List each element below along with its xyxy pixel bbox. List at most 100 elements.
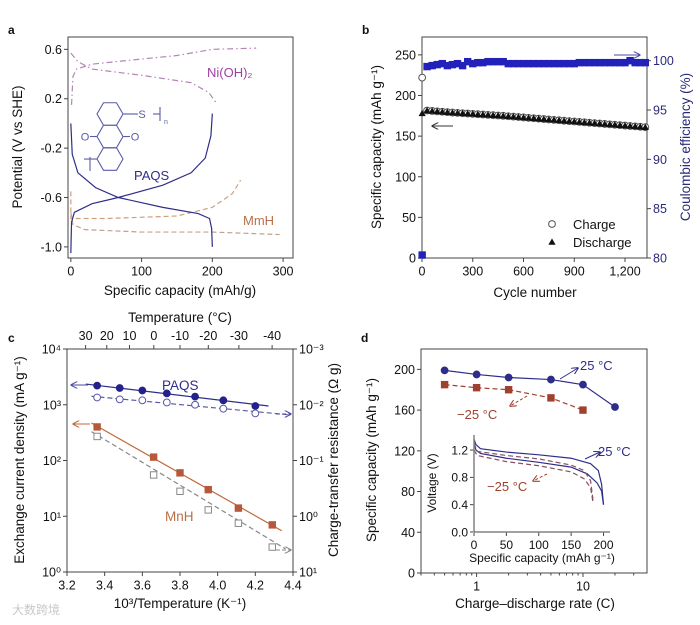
x-axis-title: Cycle number [493, 285, 577, 300]
y-tick-label: 40 [401, 526, 415, 540]
data-point [641, 58, 650, 67]
y2-tick-label: 85 [653, 202, 667, 216]
y2-tick-label: 10¹ [299, 566, 317, 580]
y-tick-label: -0.2 [40, 142, 62, 156]
x-tick-label: 3.4 [96, 579, 113, 593]
paqs-structure-icon [84, 102, 161, 171]
y-tick-label: 50 [402, 211, 416, 225]
data-point [93, 432, 101, 441]
x-tick-label: 3.6 [134, 579, 151, 593]
data-point [580, 118, 589, 126]
y-tick-label: 10³ [43, 398, 61, 412]
y-tick-label: 0 [409, 252, 416, 266]
data-point [176, 487, 184, 496]
arrow-icon [559, 368, 578, 380]
data-point [418, 251, 426, 259]
arrow-icon [584, 452, 600, 460]
data-point [115, 384, 124, 392]
data-point [204, 506, 212, 514]
y-tick-label: 0.8 [451, 471, 468, 485]
data-point [489, 111, 497, 118]
axis-title: Voltage (V) [425, 453, 439, 512]
data-point [268, 543, 276, 551]
structure-oxygen-right: O [131, 132, 140, 144]
series-line [91, 422, 282, 532]
series-line [70, 47, 257, 105]
data-point [191, 400, 199, 409]
y-tick-label: 0.6 [45, 43, 62, 57]
structure-oxygen-left: O [81, 132, 90, 144]
x-tick-label: 0 [471, 538, 478, 552]
data-point [219, 396, 228, 405]
structure-sulfur: S [138, 109, 145, 121]
data-point [268, 521, 276, 529]
y2-tick-label: 10⁻¹ [299, 454, 324, 468]
data-point [585, 119, 594, 126]
series-line [473, 449, 594, 504]
data-point [440, 380, 449, 389]
data-point [428, 107, 436, 114]
data-point [560, 117, 568, 124]
y2-tick-label: 10⁻² [299, 398, 324, 412]
x-tick-label: 10 [576, 580, 590, 594]
data-point [631, 122, 639, 130]
data-point [469, 110, 477, 117]
data-point [579, 380, 587, 389]
panel-c: 3.2 3.4 3.6 3.8 4.0 4.2 4.4 10⁰ 10¹ 10² 10³ 10⁴ 10⁻³… [12, 310, 341, 611]
label-nioh2: Ni(OH)₂ [207, 65, 252, 80]
x2-tick-label: 30 [79, 329, 93, 343]
x-tick-label: 100 [529, 538, 549, 552]
data-point [579, 406, 587, 414]
y-tick-label: 0 [408, 567, 415, 581]
data-point [611, 403, 619, 411]
y2-tick-label: 90 [653, 153, 667, 167]
legend-charge-icon [548, 220, 556, 228]
label-mnh: MnH [165, 509, 194, 524]
x-axis-title: Charge–discharge rate (C) [455, 596, 615, 611]
series-line [444, 369, 616, 408]
panel-label-d: d [361, 331, 368, 345]
x-tick-label: 50 [500, 538, 514, 552]
x-tick-label: 4.4 [284, 579, 301, 593]
x-axis-title: 10³/Temperature (K⁻¹) [114, 596, 246, 611]
data-point [93, 381, 102, 390]
data-point [494, 111, 502, 119]
x-tick-label: 200 [202, 265, 223, 279]
axis-title: Specific capacity (mAh g⁻¹) [364, 378, 379, 542]
data-point [438, 108, 446, 115]
y-tick-label: 200 [394, 363, 415, 377]
data-point [472, 383, 481, 392]
data-point [162, 398, 171, 407]
x2-axis-title: Temperature (°C) [128, 310, 232, 325]
series-line [91, 395, 290, 416]
y-tick-label: 0.2 [45, 92, 62, 106]
data-point [115, 395, 124, 404]
x-tick-label: 0 [67, 265, 74, 279]
y-tick-label: 120 [394, 444, 415, 458]
y-tick-label: 100 [395, 170, 416, 184]
data-point [93, 423, 101, 431]
y-tick-label: 150 [395, 130, 416, 144]
x-tick-label: 300 [462, 265, 483, 279]
data-point [479, 110, 487, 118]
x2-tick-label: -20 [199, 329, 217, 343]
data-point [590, 119, 599, 126]
data-point [596, 119, 604, 127]
inset-label-25c: 25 °C [598, 444, 631, 459]
data-point [251, 409, 260, 418]
data-point [530, 114, 538, 122]
legend-label: Discharge [573, 235, 632, 250]
x2-tick-label: 20 [100, 329, 114, 343]
x-tick-label: 3.2 [58, 579, 75, 593]
data-point [458, 61, 467, 70]
data-point [547, 375, 555, 384]
data-point [616, 121, 624, 128]
data-point [459, 109, 467, 117]
data-point [545, 115, 553, 123]
inset-x-axis-title: Specific capacity (mAh g⁻¹) [469, 551, 615, 565]
y2-tick-label: 95 [653, 104, 667, 118]
x-tick-label: 1,200 [609, 265, 640, 279]
data-point [251, 402, 260, 410]
label-minus25c: −25 °C [457, 407, 497, 422]
